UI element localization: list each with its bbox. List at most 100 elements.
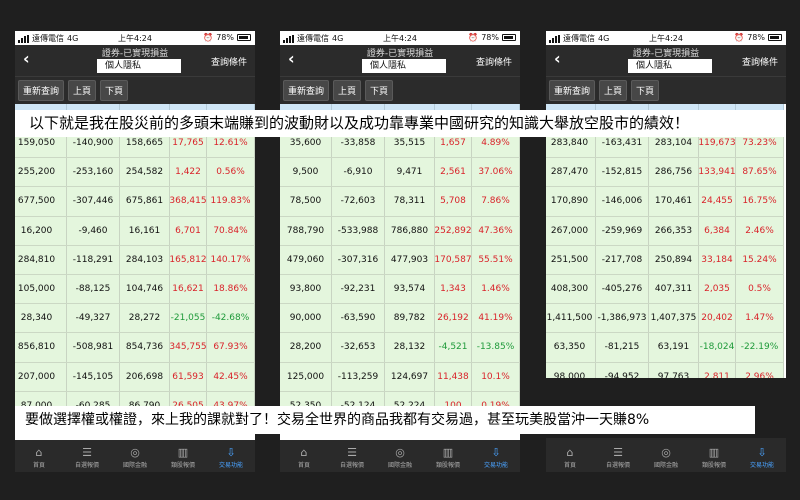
alarm-icon: ⏰ — [203, 33, 214, 42]
table-row[interactable]: 287,470 -152,815 286,756 133,941 87.65% — [546, 158, 784, 188]
account-field[interactable]: 個人隱私 — [362, 59, 446, 73]
account-field[interactable]: 個人隱私 — [628, 59, 712, 73]
back-arrow-icon[interactable]: ‹ — [554, 49, 561, 68]
table-cell: 207,000 — [15, 362, 67, 391]
tab-label: 國際金融 — [122, 462, 147, 469]
table-row[interactable]: 267,000 -259,969 266,353 6,384 2.46% — [546, 216, 784, 246]
battery-percent: 78% — [216, 33, 234, 42]
table-cell: 479,060 — [280, 245, 332, 274]
table-cell: 35,600 — [280, 129, 332, 158]
table-cell: 90,000 — [280, 304, 332, 333]
table-cell: 254,582 — [120, 158, 170, 187]
table-cell: 140.17% — [207, 245, 255, 274]
toolbar: 重新查詢 上頁 下頁 — [280, 76, 520, 104]
table-row[interactable]: 63,350 -81,215 63,191 -18,024 -22.19% — [546, 333, 784, 363]
table-cell: 786,880 — [385, 216, 435, 245]
query-conditions-button[interactable]: 查詢條件 — [741, 58, 778, 68]
tab-bar-chart[interactable]: ▥ 類股報價 — [159, 440, 207, 472]
table-cell: 89,782 — [385, 304, 435, 333]
table-row[interactable]: 479,060 -307,316 477,903 170,587 55.51% — [280, 245, 520, 275]
prev-page-button[interactable]: 上頁 — [599, 80, 628, 101]
next-page-button[interactable]: 下頁 — [100, 80, 129, 101]
tab-label: 自選報價 — [74, 462, 99, 469]
tab-globe[interactable]: ◎ 國際金融 — [111, 440, 159, 472]
table-cell: 788,790 — [280, 216, 332, 245]
signal-icon — [549, 34, 560, 43]
table-row[interactable]: 170,890 -146,006 170,461 24,455 16.75% — [546, 187, 784, 217]
table-row[interactable]: 98,000 -94,952 97,763 2,811 2.96% — [546, 362, 784, 378]
table-cell: -21,055 — [170, 304, 207, 333]
table-cell: 12.61% — [207, 129, 255, 158]
pnl-table: 成交價金投資成本帳面收入損益獲利率%283,840-163,431283,104… — [546, 104, 784, 378]
refresh-button[interactable]: 重新查詢 — [549, 80, 596, 101]
table-cell: 119,673 — [698, 129, 736, 158]
list-icon: ☰ — [347, 446, 357, 459]
prev-page-button[interactable]: 上頁 — [68, 80, 97, 101]
next-page-button[interactable]: 下頁 — [631, 80, 660, 101]
table-cell: -94,952 — [596, 362, 649, 378]
table-row[interactable]: 9,500 -6,910 9,471 2,561 37.06% — [280, 158, 520, 188]
table-row[interactable]: 1,411,500 -1,386,973 1,407,375 20,402 1.47% — [546, 304, 784, 334]
table-cell: 283,840 — [546, 129, 596, 158]
table-cell: 266,353 — [649, 216, 699, 245]
table-row[interactable]: 78,500 -72,603 78,311 5,708 7.86% — [280, 187, 520, 217]
table-row[interactable]: 284,810 -118,291 284,103 165,812 140.17% — [15, 245, 255, 275]
tab-home[interactable]: ⌂ 首頁 — [15, 440, 63, 472]
table-cell: 165,812 — [169, 245, 207, 274]
table-row[interactable]: 28,340 -49,327 28,272 -21,055 -42.68% — [15, 304, 255, 334]
table-cell: -4,521 — [435, 333, 472, 362]
table-row[interactable]: 251,500 -217,708 250,894 33,184 15.24% — [546, 245, 784, 275]
tab-globe[interactable]: ◎ 國際金融 — [642, 440, 690, 472]
table-row[interactable]: 93,800 -92,231 93,574 1,343 1.46% — [280, 274, 520, 305]
prev-page-button[interactable]: 上頁 — [333, 80, 362, 101]
pnl-table: 成交價金投資成本帳面收入損益獲利率%159,050-140,900158,665… — [15, 104, 255, 421]
table-row[interactable]: 788,790 -533,988 786,880 252,892 47.36% — [280, 216, 520, 246]
globe-icon: ◎ — [130, 446, 140, 459]
table-row[interactable]: 207,000 -145,105 206,698 61,593 42.45% — [15, 362, 255, 392]
tab-list[interactable]: ☰ 自選報價 — [63, 440, 111, 472]
tab-download[interactable]: ⇩ 交易功能 — [207, 440, 255, 472]
table-row[interactable]: 105,000 -88,125 104,746 16,621 18.86% — [15, 274, 255, 305]
table-cell: 63,350 — [546, 333, 596, 362]
tab-globe[interactable]: ◎ 國際金融 — [376, 440, 424, 472]
table-cell: 78,500 — [280, 187, 332, 216]
table-row[interactable]: 90,000 -63,590 89,782 26,192 41.19% — [280, 304, 520, 334]
tab-home[interactable]: ⌂ 首頁 — [280, 440, 328, 472]
tab-bar-chart[interactable]: ▥ 類股報價 — [424, 440, 472, 472]
account-field[interactable]: 個人隱私 — [97, 59, 181, 73]
table-cell: 52,350 — [280, 391, 332, 420]
bar-chart-icon: ▥ — [177, 446, 189, 459]
table-cell: 9,500 — [280, 158, 332, 187]
table-cell: 1.47% — [736, 304, 784, 333]
refresh-button[interactable]: 重新查詢 — [283, 80, 330, 101]
back-arrow-icon[interactable]: ‹ — [288, 49, 295, 68]
table-row[interactable]: 125,000 -113,259 124,697 11,438 10.1% — [280, 362, 520, 392]
table-cell: 124,697 — [385, 362, 435, 391]
tab-list[interactable]: ☰ 自選報價 — [328, 440, 376, 472]
network-type: 4G — [332, 34, 344, 43]
table-cell: 250,894 — [649, 245, 699, 274]
table-row[interactable]: 16,200 -9,460 16,161 6,701 70.84% — [15, 216, 255, 246]
table-row[interactable]: 28,200 -32,653 28,132 -4,521 -13.85% — [280, 333, 520, 363]
table-cell: -72,603 — [332, 187, 385, 216]
back-arrow-icon[interactable]: ‹ — [23, 49, 30, 68]
tab-download[interactable]: ⇩ 交易功能 — [738, 440, 786, 472]
table-row[interactable]: 408,300 -405,276 407,311 2,035 0.5% — [546, 274, 784, 305]
table-cell: 2.46% — [736, 216, 784, 245]
table-cell: 252,892 — [434, 216, 472, 245]
table-row[interactable]: 255,200 -253,160 254,582 1,422 0.56% — [15, 158, 255, 188]
table-row[interactable]: 856,810 -508,981 854,736 345,755 67.93% — [15, 333, 255, 363]
tab-bar-chart[interactable]: ▥ 類股報價 — [690, 440, 738, 472]
tab-download[interactable]: ⇩ 交易功能 — [472, 440, 520, 472]
next-page-button[interactable]: 下頁 — [365, 80, 394, 101]
table-row[interactable]: 677,500 -307,446 675,861 368,415 119.83% — [15, 187, 255, 217]
query-conditions-button[interactable]: 查詢條件 — [475, 58, 512, 68]
query-conditions-button[interactable]: 查詢條件 — [210, 58, 247, 68]
table-cell: -88,125 — [67, 274, 120, 304]
pnl-table: 成交價金投資成本帳面收入損益獲利率%35,600-33,85835,5151,6… — [280, 104, 520, 421]
refresh-button[interactable]: 重新查詢 — [18, 80, 65, 101]
tab-list[interactable]: ☰ 自選報價 — [594, 440, 642, 472]
tab-home[interactable]: ⌂ 首頁 — [546, 440, 594, 472]
status-bar: 遠傳電信 4G 上午4:24 ⏰ 78% — [546, 31, 786, 45]
tab-label: 首頁 — [32, 462, 45, 469]
